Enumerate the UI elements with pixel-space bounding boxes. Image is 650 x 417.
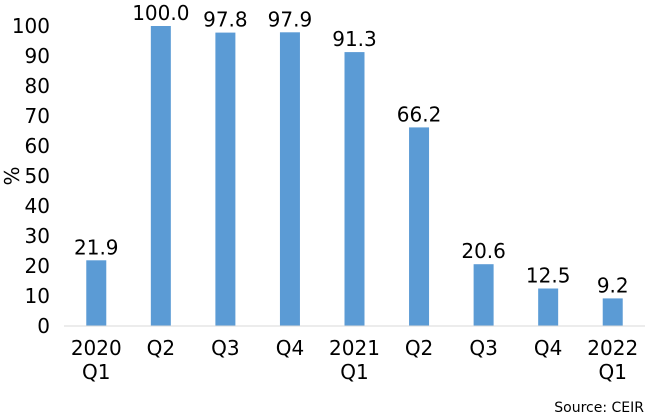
y-tick-label: 100 xyxy=(12,14,50,38)
bar xyxy=(150,26,171,326)
bar xyxy=(602,298,623,326)
bar-value-label: 100.0 xyxy=(132,1,189,25)
bar xyxy=(473,264,494,326)
bar-value-label: 9.2 xyxy=(597,273,629,297)
bar xyxy=(409,127,430,327)
y-tick-label: 30 xyxy=(25,224,50,248)
bar-value-label: 97.9 xyxy=(268,7,313,31)
bar xyxy=(344,52,365,326)
source-note: Source: CEIR xyxy=(554,400,644,416)
y-tick-label: 90 xyxy=(25,44,50,68)
y-tick-label: 50 xyxy=(25,164,50,188)
x-tick-label: 2020 xyxy=(71,336,122,360)
y-tick-label: 40 xyxy=(25,194,50,218)
x-tick-label: 2021 xyxy=(329,336,380,360)
y-axis-ticks: 0 10 20 30 40 50 60 70 80 90 100 xyxy=(12,14,50,338)
x-tick-label: Q3 xyxy=(211,336,239,360)
y-tick-label: 0 xyxy=(37,314,50,338)
bars xyxy=(86,26,623,327)
bar xyxy=(538,288,559,326)
x-tick-label: Q1 xyxy=(598,360,626,384)
bar-value-label: 21.9 xyxy=(74,235,119,259)
y-tick-label: 10 xyxy=(25,284,50,308)
bar-value-label: 20.6 xyxy=(461,239,506,263)
x-tick-label: Q2 xyxy=(405,336,433,360)
data-labels: 21.9 100.0 97.8 97.9 91.3 66.2 20.6 12.5 9.2 xyxy=(74,1,629,297)
x-tick-label: Q4 xyxy=(534,336,562,360)
bar xyxy=(279,32,300,327)
bar xyxy=(86,260,107,326)
x-tick-label: Q1 xyxy=(340,360,368,384)
x-tick-label: 2022 xyxy=(587,336,638,360)
bar-value-label: 66.2 xyxy=(397,102,442,126)
y-tick-label: 60 xyxy=(25,134,50,158)
y-tick-label: 20 xyxy=(25,254,50,278)
x-tick-label: Q3 xyxy=(469,336,497,360)
x-tick-label: Q1 xyxy=(82,360,110,384)
bar-value-label: 97.8 xyxy=(203,8,248,32)
bar xyxy=(215,32,236,326)
bar-value-label: 91.3 xyxy=(332,27,377,51)
y-tick-label: 80 xyxy=(25,74,50,98)
bar-value-label: 12.5 xyxy=(526,264,571,288)
y-axis-label: % xyxy=(0,166,24,185)
x-tick-label: Q2 xyxy=(147,336,175,360)
y-tick-label: 70 xyxy=(25,104,50,128)
x-tick-label: Q4 xyxy=(276,336,304,360)
